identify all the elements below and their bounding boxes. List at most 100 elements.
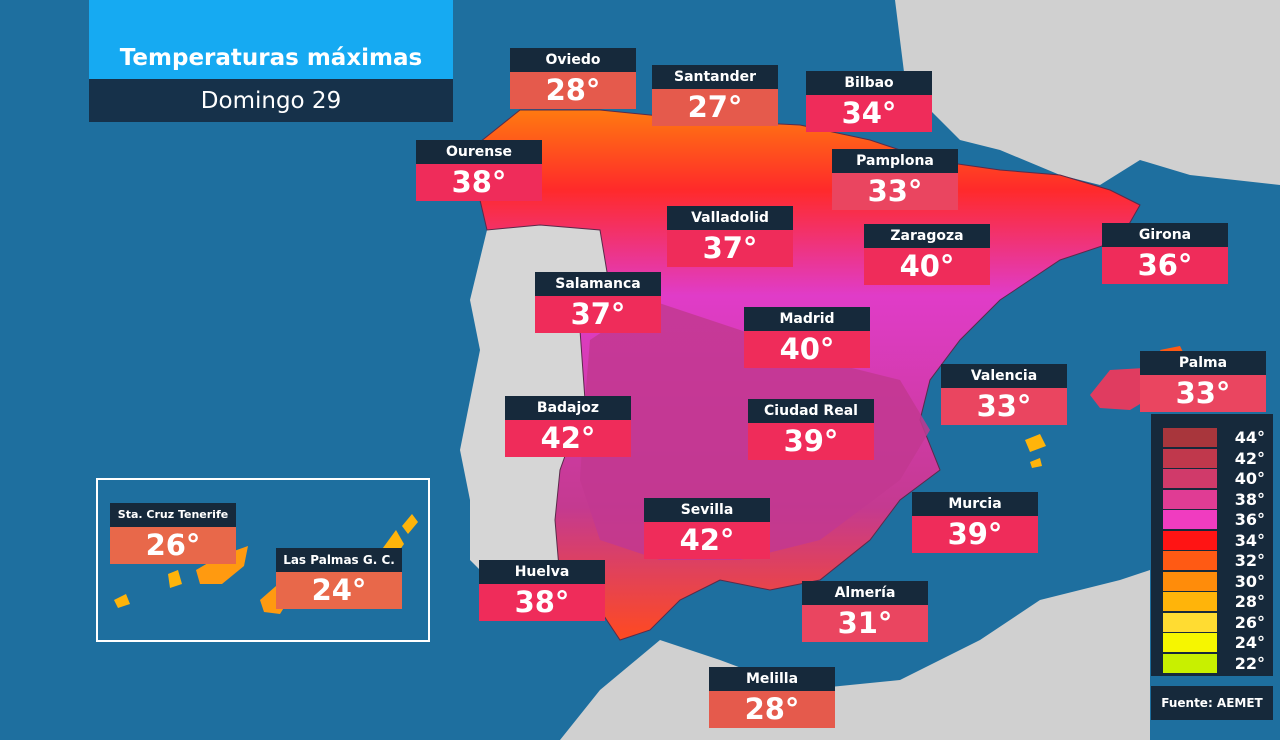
- city-temp: 28°: [709, 691, 835, 728]
- map-subtitle: Domingo 29: [89, 79, 453, 122]
- legend-label: 24°: [1234, 633, 1265, 652]
- city-temp: 27°: [652, 89, 778, 126]
- city-zaragoza: Zaragoza 40°: [864, 224, 990, 285]
- legend-label: 22°: [1234, 653, 1265, 673]
- legend-swatch: [1163, 571, 1217, 591]
- city-huelva: Huelva 38°: [479, 560, 605, 621]
- city-temp: 31°: [802, 605, 928, 642]
- city-badajoz: Badajoz 42°: [505, 396, 631, 457]
- city-temp: 33°: [832, 173, 958, 210]
- city-name: Oviedo: [510, 48, 636, 72]
- city-temp: 38°: [479, 584, 605, 621]
- city-temp: 24°: [276, 572, 402, 609]
- city-valladolid: Valladolid 37°: [667, 206, 793, 267]
- legend-swatch: [1163, 592, 1217, 611]
- city-temp: 33°: [1140, 375, 1266, 412]
- temperature-legend: 44° 42° 40° 38° 36° 34° 32° 30° 28° 26° 24° 22°: [1151, 414, 1273, 676]
- city-temp: 38°: [416, 164, 542, 201]
- city-temp: 39°: [912, 516, 1038, 553]
- city-bilbao: Bilbao 34°: [806, 71, 932, 132]
- legend-swatch: [1163, 428, 1217, 447]
- city-las-palmas: Las Palmas G. C. 24°: [276, 548, 402, 609]
- map-title: Temperaturas máximas: [89, 0, 453, 79]
- legend-swatch: [1163, 551, 1217, 570]
- formentera-island: [1030, 458, 1042, 468]
- city-temp: 40°: [744, 331, 870, 368]
- france-land: [895, 0, 1280, 185]
- city-palma: Palma 33°: [1140, 351, 1266, 412]
- city-sta-cruz-tenerife: Sta. Cruz Tenerife 26°: [110, 503, 236, 564]
- city-temp: 37°: [535, 296, 661, 333]
- africa-land: [560, 570, 1150, 740]
- data-source: Fuente: AEMET: [1151, 686, 1273, 720]
- city-temp: 37°: [667, 230, 793, 267]
- city-name: Palma: [1140, 351, 1266, 375]
- legend-label: 32°: [1234, 551, 1265, 570]
- legend-swatch: [1163, 530, 1217, 550]
- city-pamplona: Pamplona 33°: [832, 149, 958, 210]
- legend-label: 38°: [1234, 489, 1265, 509]
- ibiza-island: [1025, 434, 1046, 452]
- city-name: Salamanca: [535, 272, 661, 296]
- city-name: Sevilla: [644, 498, 770, 522]
- el-hierro-island: [114, 594, 130, 608]
- la-palma-island: [168, 570, 182, 588]
- city-almeria: Almería 31°: [802, 581, 928, 642]
- city-name: Badajoz: [505, 396, 631, 420]
- city-madrid: Madrid 40°: [744, 307, 870, 368]
- legend-swatch: [1163, 633, 1217, 652]
- legend-swatch: [1163, 653, 1217, 673]
- city-salamanca: Salamanca 37°: [535, 272, 661, 333]
- city-melilla: Melilla 28°: [709, 667, 835, 728]
- city-name: Girona: [1102, 223, 1228, 247]
- city-temp: 42°: [644, 522, 770, 559]
- city-name: Valencia: [941, 364, 1067, 388]
- legend-label: 34°: [1234, 530, 1265, 550]
- legend-swatch: [1163, 469, 1217, 488]
- city-name: Huelva: [479, 560, 605, 584]
- city-name: Las Palmas G. C.: [276, 548, 402, 572]
- city-name: Santander: [652, 65, 778, 89]
- city-name: Sta. Cruz Tenerife: [110, 503, 236, 527]
- city-name: Pamplona: [832, 149, 958, 173]
- city-name: Bilbao: [806, 71, 932, 95]
- city-oviedo: Oviedo 28°: [510, 48, 636, 109]
- city-ourense: Ourense 38°: [416, 140, 542, 201]
- city-girona: Girona 36°: [1102, 223, 1228, 284]
- legend-label: 44°: [1234, 428, 1265, 447]
- city-temp: 36°: [1102, 247, 1228, 284]
- city-name: Valladolid: [667, 206, 793, 230]
- city-ciudad-real: Ciudad Real 39°: [748, 399, 874, 460]
- city-name: Ourense: [416, 140, 542, 164]
- city-name: Madrid: [744, 307, 870, 331]
- canary-islands-inset-frame: [96, 478, 430, 642]
- city-name: Zaragoza: [864, 224, 990, 248]
- city-sevilla: Sevilla 42°: [644, 498, 770, 559]
- legend-label: 28°: [1234, 592, 1265, 611]
- city-temp: 28°: [510, 72, 636, 109]
- city-murcia: Murcia 39°: [912, 492, 1038, 553]
- mallorca-island: [1090, 368, 1155, 410]
- city-name: Murcia: [912, 492, 1038, 516]
- city-valencia: Valencia 33°: [941, 364, 1067, 425]
- city-temp: 39°: [748, 423, 874, 460]
- city-temp: 42°: [505, 420, 631, 457]
- city-temp: 26°: [110, 527, 236, 564]
- title-panel: Temperaturas máximas Domingo 29: [89, 0, 453, 122]
- city-santander: Santander 27°: [652, 65, 778, 126]
- lanzarote-island: [402, 514, 418, 534]
- legend-swatch: [1163, 448, 1217, 468]
- legend-label: 36°: [1234, 510, 1265, 529]
- city-name: Almería: [802, 581, 928, 605]
- city-temp: 33°: [941, 388, 1067, 425]
- legend-label: 30°: [1234, 571, 1265, 591]
- city-name: Melilla: [709, 667, 835, 691]
- city-name: Ciudad Real: [748, 399, 874, 423]
- legend-swatch: [1163, 510, 1217, 529]
- city-temp: 34°: [806, 95, 932, 132]
- legend-swatch: [1163, 612, 1217, 632]
- legend-label: 42°: [1234, 448, 1265, 468]
- legend-swatch: [1163, 489, 1217, 509]
- city-temp: 40°: [864, 248, 990, 285]
